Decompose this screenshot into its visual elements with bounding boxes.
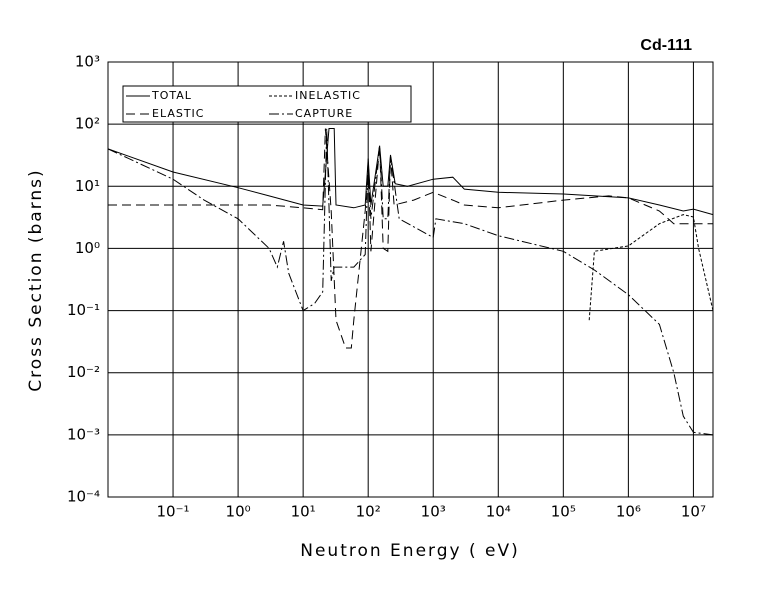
plot-frame <box>107 61 714 498</box>
x-tick-label: 10⁶ <box>616 503 641 521</box>
series-line <box>588 214 714 321</box>
y-tick-label: 10⁻¹ <box>67 301 100 319</box>
x-tick-label: 10³ <box>421 503 446 521</box>
series-line <box>107 128 714 436</box>
y-tick-label: 10³ <box>75 53 100 71</box>
y-tick-label: 10¹ <box>75 177 100 195</box>
legend-label: CAPTURE <box>295 107 353 120</box>
legend-box <box>122 85 412 123</box>
y-tick-label: 10² <box>75 115 100 133</box>
legend-label: TOTAL <box>151 89 192 102</box>
x-tick-label: 10¹ <box>291 503 316 521</box>
y-tick-label: 10⁰ <box>75 239 100 257</box>
x-tick-label: 10⁰ <box>226 503 251 521</box>
x-tick-label: 10⁻¹ <box>157 503 190 521</box>
y-tick-label: 10⁻⁴ <box>67 488 100 506</box>
x-axis-label: Neutron Energy ( eV) <box>300 541 520 561</box>
series-line <box>107 128 714 216</box>
x-tick-label: 10⁷ <box>681 503 706 521</box>
y-axis-label: Cross Section (barns) <box>26 168 46 391</box>
legend-label: INELASTIC <box>295 89 361 102</box>
x-tick-label: 10² <box>356 503 381 521</box>
series-line <box>108 128 713 349</box>
chart-title: Cd-111 <box>640 37 692 54</box>
y-tick-label: 10⁻³ <box>67 425 100 443</box>
x-tick-label: 10⁴ <box>486 503 511 521</box>
y-tick-label: 10⁻² <box>67 363 100 381</box>
legend-label: ELASTIC <box>152 107 204 120</box>
x-tick-label: 10⁵ <box>551 503 576 521</box>
